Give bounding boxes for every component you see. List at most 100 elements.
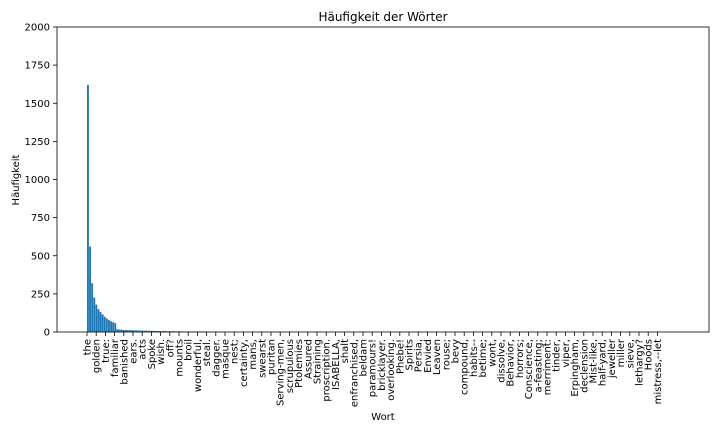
bar [114,323,117,332]
x-tick-label: lethargy? [635,339,646,386]
x-tick-label: wonderful, [193,339,204,392]
x-tick-label: steal. [202,339,213,366]
x-tick-label: swearst [257,339,268,378]
bar [158,330,161,332]
x-tick-label: Conscience, [524,339,535,399]
bar [101,314,104,332]
bar [162,331,165,332]
x-tick-label: mistress,--let [653,339,664,404]
x-tick-label: Straining [313,339,324,384]
bar [129,330,131,332]
x-tick-label: habits-- [469,339,480,377]
x-tick-label: rouse; [441,339,452,370]
x-tick-label: merriment: [543,339,554,395]
x-tick-label: puritan [267,339,278,375]
bar [87,84,89,332]
bar [105,318,108,332]
x-tick-label: half-yard, [598,339,609,386]
bar [124,330,127,332]
bar [150,330,152,332]
bar [137,330,140,332]
x-tick-label: scrupulous [285,339,296,393]
x-tick-label: familiar [110,338,121,377]
x-tick-label: Ptolemies [294,339,305,388]
x-tick-label: Leaven [432,339,443,375]
y-tick-label: 1500 [25,99,50,110]
x-tick-label: Assured [303,339,314,379]
y-tick-label: 500 [31,251,50,262]
x-tick-label: Spirits [405,339,416,371]
x-tick-label: certainty, [239,339,250,387]
bar [112,322,115,332]
bar [164,331,167,332]
x-tick-label: Erpingham, [570,339,581,397]
x-tick-label: bevy [451,339,462,363]
x-tick-label: beldam [359,339,370,377]
x-tick-label: banished [119,339,130,385]
bar [97,309,100,332]
x-tick-label: mans, [248,339,259,370]
x-axis-label: Wort [371,412,395,423]
bar [99,312,102,332]
x-tick-label: overlooking. [386,339,397,401]
x-tick-label: Hoods [644,339,655,370]
bar [145,330,148,332]
x-tick-label: wish. [156,339,167,365]
bar [110,321,112,332]
bars-group [87,84,220,332]
x-tick-label: Envied [423,339,434,373]
bar [91,283,94,332]
x-tick-label: broil [184,339,195,361]
y-axis: 0 250 500 750 1000 1250 1500 1750 2000 [25,23,57,339]
x-tick-label: declension [579,339,590,393]
plot-frame [56,26,710,333]
x-tick-label: Serving-men, [276,339,287,406]
x-tick-label: wont, [487,339,498,367]
bar [126,330,129,332]
bar [118,329,121,332]
bar [131,330,133,332]
bar [143,330,146,332]
x-tick-label: acts [138,339,149,360]
x-tick-label: tinder, [552,339,563,372]
x-tick-label: mounts [175,339,186,377]
y-tick-label: 2000 [25,23,50,34]
x-tick-label: miller [616,338,627,367]
bar [135,330,138,332]
bar [89,246,91,332]
x-tick-label: sieve, [625,339,636,368]
bar [120,329,123,332]
x-tick-label: dissolve, [497,339,508,383]
bar [116,329,119,332]
bar [160,331,163,332]
x-tick-label: ISABELLA, [331,339,342,390]
x-tick-label: shalt [340,339,351,363]
bar [133,330,136,332]
x-tick-label: Spoke [147,339,158,369]
x-tick-label: a-feasting; [533,339,544,393]
bar [156,330,159,332]
x-tick-label: ears. [129,339,140,364]
x-tick-label: nest; [230,339,241,364]
chart-title: Häufigkeit der Wörter [318,10,447,24]
y-tick-label: 750 [31,213,50,224]
y-axis-label: Häufigkeit [11,154,22,205]
bar [154,330,157,332]
bar [122,329,125,332]
x-tick-label: horrors; [515,339,526,378]
x-tick-label: betime; [478,339,489,377]
bar [108,320,110,332]
x-tick-label: masque [221,339,232,379]
bar [95,304,98,332]
x-tick-label: Phebe! [395,339,406,374]
x-tick-label: compound, [460,339,471,395]
y-tick-label: 1250 [25,137,50,148]
x-tick-label: dagger. [211,339,222,377]
x-tick-label: the [83,339,94,355]
x-tick-label: off? [165,339,176,357]
x-tick-label: golden [92,339,103,373]
x-tick-label: bricklayer. [377,339,388,391]
x-tick-label: true: [101,339,112,363]
x-tick-label: viper, [561,339,572,368]
